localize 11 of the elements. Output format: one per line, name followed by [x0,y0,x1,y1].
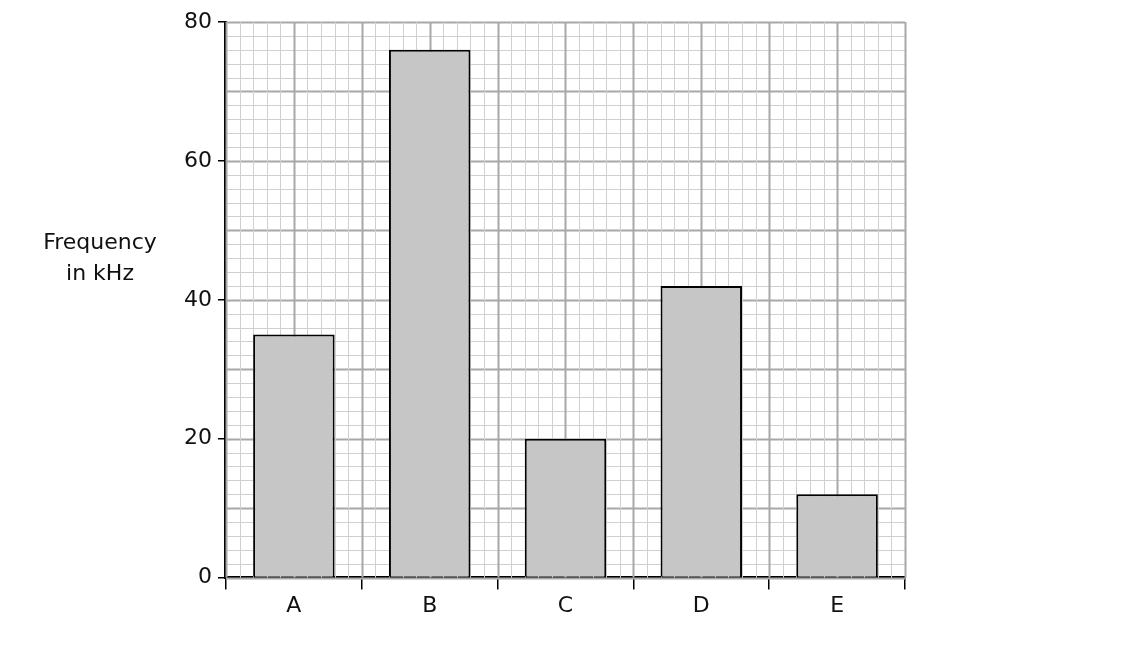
y-tick-label: 60 [183,146,212,172]
x-tick-label: A [286,591,302,617]
x-tick-label: B [422,591,438,617]
x-tick-label: C [557,591,574,617]
x-tick-label: E [830,591,845,617]
y-tick-label: 0 [197,563,212,589]
x-tick-label: D [692,591,710,617]
y-tick-label: 20 [183,424,212,450]
y-axis-title: Frequency in kHz [42,228,158,287]
y-tick-label: 40 [183,285,212,311]
y-tick-label: 80 [183,7,212,33]
